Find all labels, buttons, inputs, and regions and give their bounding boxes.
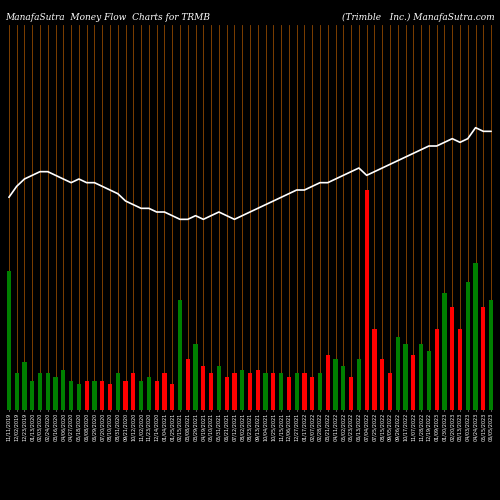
Bar — [240, 370, 244, 410]
Text: (Trimble   Inc.) ManafaSutra.com: (Trimble Inc.) ManafaSutra.com — [342, 12, 495, 22]
Bar — [22, 362, 26, 410]
Bar — [14, 374, 19, 410]
Bar — [287, 377, 291, 410]
Bar — [434, 330, 439, 410]
Bar — [209, 374, 213, 410]
Bar — [349, 377, 353, 410]
Bar — [302, 374, 306, 410]
Bar — [84, 380, 89, 410]
Bar — [54, 377, 58, 410]
Bar — [318, 374, 322, 410]
Bar — [404, 344, 407, 410]
Bar — [147, 377, 151, 410]
Bar — [248, 374, 252, 410]
Bar — [372, 330, 376, 410]
Bar — [489, 300, 493, 410]
Bar — [154, 380, 159, 410]
Bar — [178, 300, 182, 410]
Bar — [294, 374, 299, 410]
Bar — [92, 380, 96, 410]
Bar — [481, 308, 486, 410]
Bar — [217, 366, 221, 410]
Bar — [442, 292, 446, 410]
Bar — [256, 370, 260, 410]
Bar — [396, 336, 400, 410]
Bar — [427, 352, 431, 410]
Bar — [100, 380, 104, 410]
Bar — [61, 370, 66, 410]
Bar — [38, 374, 42, 410]
Bar — [232, 374, 236, 410]
Bar — [474, 264, 478, 410]
Bar — [7, 270, 11, 410]
Bar — [380, 358, 384, 410]
Bar — [170, 384, 174, 410]
Bar — [388, 374, 392, 410]
Bar — [326, 355, 330, 410]
Bar — [458, 330, 462, 410]
Bar — [30, 380, 34, 410]
Bar — [131, 374, 136, 410]
Bar — [364, 190, 369, 410]
Bar — [162, 374, 166, 410]
Bar — [194, 344, 198, 410]
Bar — [466, 282, 470, 410]
Bar — [334, 358, 338, 410]
Bar — [201, 366, 205, 410]
Bar — [46, 374, 50, 410]
Bar — [271, 374, 276, 410]
Bar — [357, 358, 361, 410]
Bar — [69, 380, 73, 410]
Bar — [224, 377, 229, 410]
Bar — [186, 358, 190, 410]
Bar — [279, 374, 283, 410]
Bar — [411, 355, 416, 410]
Bar — [77, 384, 81, 410]
Bar — [116, 374, 120, 410]
Bar — [341, 366, 345, 410]
Bar — [139, 380, 143, 410]
Bar — [108, 384, 112, 410]
Bar — [450, 308, 454, 410]
Bar — [264, 374, 268, 410]
Bar — [124, 380, 128, 410]
Bar — [419, 344, 423, 410]
Bar — [310, 377, 314, 410]
Text: ManafaSutra  Money Flow  Charts for TRMB: ManafaSutra Money Flow Charts for TRMB — [5, 12, 210, 22]
